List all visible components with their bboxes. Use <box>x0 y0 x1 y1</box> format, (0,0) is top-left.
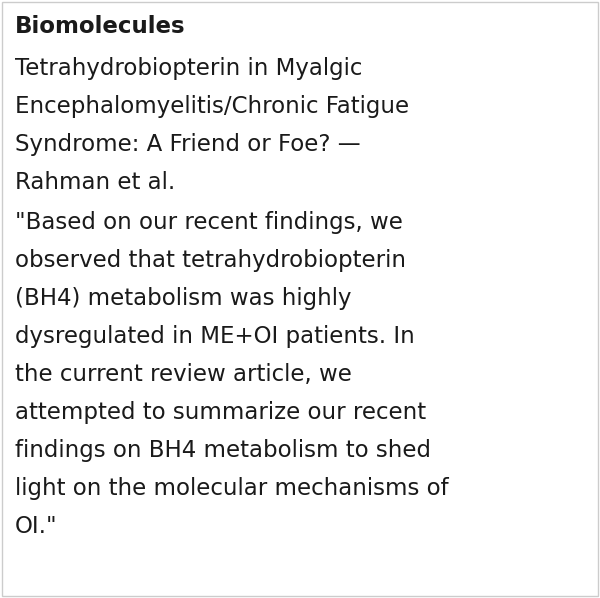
Text: the current review article, we: the current review article, we <box>15 363 352 386</box>
Text: observed that tetrahydrobiopterin: observed that tetrahydrobiopterin <box>15 249 406 272</box>
Text: findings on BH4 metabolism to shed: findings on BH4 metabolism to shed <box>15 439 431 462</box>
Text: "Based on our recent findings, we: "Based on our recent findings, we <box>15 211 403 234</box>
Text: (BH4) metabolism was highly: (BH4) metabolism was highly <box>15 287 352 310</box>
Text: Encephalomyelitis/Chronic Fatigue: Encephalomyelitis/Chronic Fatigue <box>15 95 409 118</box>
Text: Biomolecules: Biomolecules <box>15 15 185 38</box>
Text: OI.": OI." <box>15 515 58 538</box>
Text: attempted to summarize our recent: attempted to summarize our recent <box>15 401 426 424</box>
Text: light on the molecular mechanisms of: light on the molecular mechanisms of <box>15 477 449 500</box>
Text: dysregulated in ME+OI patients. In: dysregulated in ME+OI patients. In <box>15 325 415 348</box>
Text: Rahman et al.: Rahman et al. <box>15 171 175 194</box>
Text: Syndrome: A Friend or Foe? —: Syndrome: A Friend or Foe? — <box>15 133 361 156</box>
Text: Tetrahydrobiopterin in Myalgic: Tetrahydrobiopterin in Myalgic <box>15 57 362 80</box>
